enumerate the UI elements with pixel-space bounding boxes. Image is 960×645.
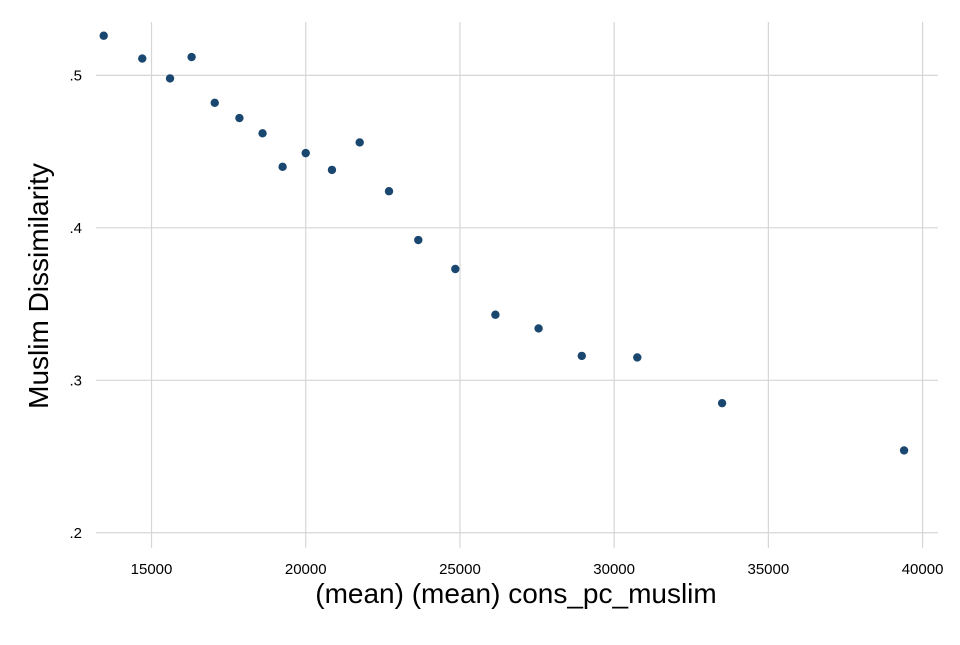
x-tick-label: 20000 <box>285 561 327 578</box>
x-tick-label: 25000 <box>439 561 481 578</box>
data-point <box>165 74 175 83</box>
data-point <box>187 52 196 62</box>
data-point <box>235 113 244 123</box>
data-point <box>414 235 423 245</box>
y-tick-label: .5 <box>69 67 82 84</box>
x-tick-label: 35000 <box>748 561 790 578</box>
y-axis-title: Muslim Dissimilarity <box>23 163 54 409</box>
data-point <box>491 310 500 319</box>
data-point <box>99 31 108 40</box>
data-points <box>99 31 909 455</box>
data-point <box>138 54 147 63</box>
data-point <box>301 148 310 158</box>
y-tick-labels: .2 .3 .4 .5 <box>69 67 82 541</box>
x-tick-label: 30000 <box>593 561 635 578</box>
x-axis-title: (mean) (mean) cons_pc_muslim <box>315 578 716 609</box>
data-point <box>633 353 642 362</box>
x-tick-labels: 15000 20000 25000 30000 35000 40000 <box>131 561 944 578</box>
y-tick-label: .2 <box>69 525 82 542</box>
data-point <box>534 324 543 333</box>
data-point <box>717 398 727 408</box>
y-tick-label: .3 <box>69 372 82 389</box>
data-point <box>210 98 219 108</box>
data-point <box>327 165 337 175</box>
y-tick-label: .4 <box>69 220 82 237</box>
x-tick-label: 40000 <box>902 561 944 578</box>
data-point <box>899 446 909 455</box>
data-point <box>258 129 267 138</box>
data-point <box>577 351 586 361</box>
data-point <box>451 264 460 274</box>
data-point <box>278 162 287 172</box>
grid-lines <box>96 22 938 548</box>
data-point <box>384 187 394 196</box>
x-tick-label: 15000 <box>131 561 173 578</box>
data-point <box>355 138 364 147</box>
